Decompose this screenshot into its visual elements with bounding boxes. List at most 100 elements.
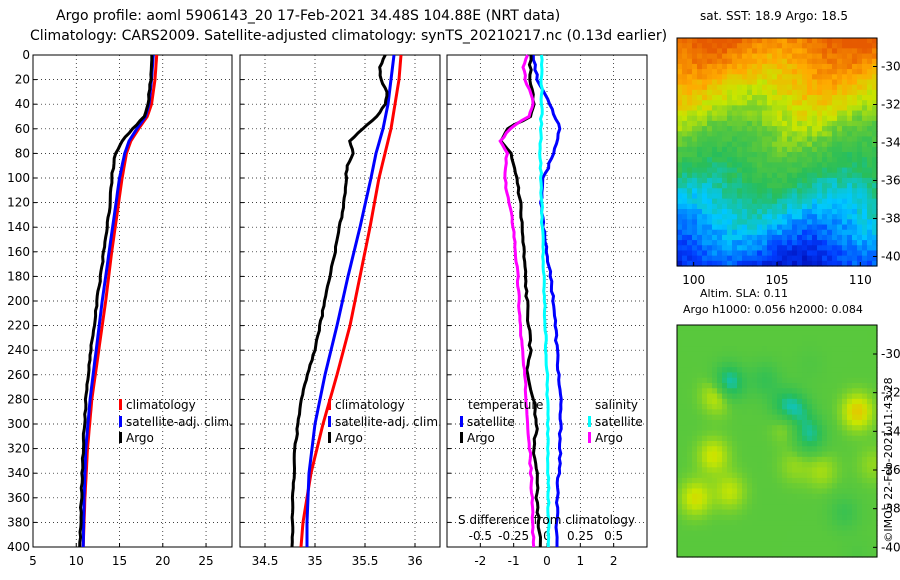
map-cell	[787, 214, 793, 220]
map-cell	[792, 551, 798, 558]
map-cell	[722, 351, 728, 358]
map-cell	[827, 377, 833, 384]
map-cell	[712, 435, 718, 442]
map-cell	[822, 141, 828, 148]
map-cell	[832, 219, 838, 226]
map-cell	[762, 477, 768, 484]
map-cell	[767, 477, 773, 484]
map-cell	[807, 330, 813, 337]
map-cell	[782, 146, 788, 153]
map-cell	[692, 167, 698, 174]
map-cell	[837, 214, 843, 220]
map-cell	[727, 146, 733, 153]
map-cell	[872, 255, 878, 262]
map-cell	[812, 393, 818, 400]
map-cell	[862, 162, 868, 169]
map-cell	[727, 131, 733, 138]
map-cell	[722, 393, 728, 400]
map-cell	[782, 53, 788, 60]
map-cell	[712, 493, 718, 500]
map-cell	[722, 509, 728, 516]
map-cell	[737, 398, 743, 405]
map-cell	[797, 250, 803, 257]
map-cell	[682, 477, 688, 484]
map-cell	[787, 361, 793, 368]
map-cell	[747, 325, 753, 331]
map-cell	[827, 162, 833, 169]
map-cell	[762, 167, 768, 174]
map-cell	[832, 509, 838, 516]
map-cell	[757, 79, 763, 86]
map-cell	[712, 79, 718, 86]
map-cell	[807, 398, 813, 405]
map-cell	[807, 377, 813, 384]
map-cell	[697, 141, 703, 148]
map-cell	[707, 209, 713, 215]
map-cell	[702, 504, 708, 511]
map-cell	[722, 398, 728, 405]
map-cell	[702, 229, 708, 236]
map-cell	[777, 188, 783, 195]
map-cell	[797, 351, 803, 358]
map-cell	[677, 74, 683, 81]
map-cell	[717, 209, 723, 215]
map-cell	[787, 456, 793, 463]
map-cell	[822, 425, 828, 432]
map-cell	[792, 414, 798, 421]
map-cell	[847, 167, 853, 174]
map-cell	[832, 84, 838, 91]
map-cell	[832, 525, 838, 532]
map-cell	[742, 372, 748, 379]
map-cell	[792, 372, 798, 379]
map-cell	[822, 509, 828, 516]
map-cell	[842, 483, 848, 490]
map-cell	[817, 377, 823, 384]
map-cell	[727, 493, 733, 500]
map-cell	[677, 255, 683, 262]
map-cell	[817, 43, 823, 49]
map-cell	[757, 535, 763, 542]
map-cell	[762, 514, 768, 521]
map-cell	[827, 105, 833, 112]
map-cell	[867, 48, 873, 55]
map-cell	[782, 152, 788, 158]
map-cell	[752, 499, 758, 505]
map-cell	[842, 250, 848, 257]
map-cell	[707, 472, 713, 479]
legend-argo-label: Argo	[335, 431, 363, 445]
map-cell	[682, 525, 688, 532]
map-cell	[812, 330, 818, 337]
map-cell	[717, 451, 723, 458]
map-cell	[687, 520, 693, 526]
map-cell	[677, 346, 683, 352]
map-cell	[772, 219, 778, 226]
map-cell	[687, 330, 693, 337]
map-cell	[737, 260, 743, 267]
map-cell	[682, 330, 688, 337]
series-line-salinity-satellite	[538, 54, 551, 547]
map-cell	[792, 377, 798, 384]
map-cell	[722, 372, 728, 379]
map-cell	[742, 43, 748, 49]
map-cell	[737, 131, 743, 138]
map-cell	[827, 245, 833, 252]
map-cell	[687, 409, 693, 416]
map-cell	[812, 477, 818, 484]
map-cell	[732, 367, 738, 374]
map-cell	[727, 414, 733, 421]
map-cell	[692, 69, 698, 75]
map-cell	[692, 188, 698, 195]
map-cell	[712, 367, 718, 374]
map-cell	[822, 240, 828, 246]
map-cell	[747, 79, 753, 86]
map-cell	[817, 488, 823, 495]
map-cell	[707, 53, 713, 60]
map-cell	[872, 193, 878, 200]
map-cell	[837, 69, 843, 75]
map-cell	[797, 435, 803, 442]
map-cell	[782, 472, 788, 479]
map-cell	[687, 229, 693, 236]
map-cell	[732, 167, 738, 174]
map-cell	[697, 398, 703, 405]
